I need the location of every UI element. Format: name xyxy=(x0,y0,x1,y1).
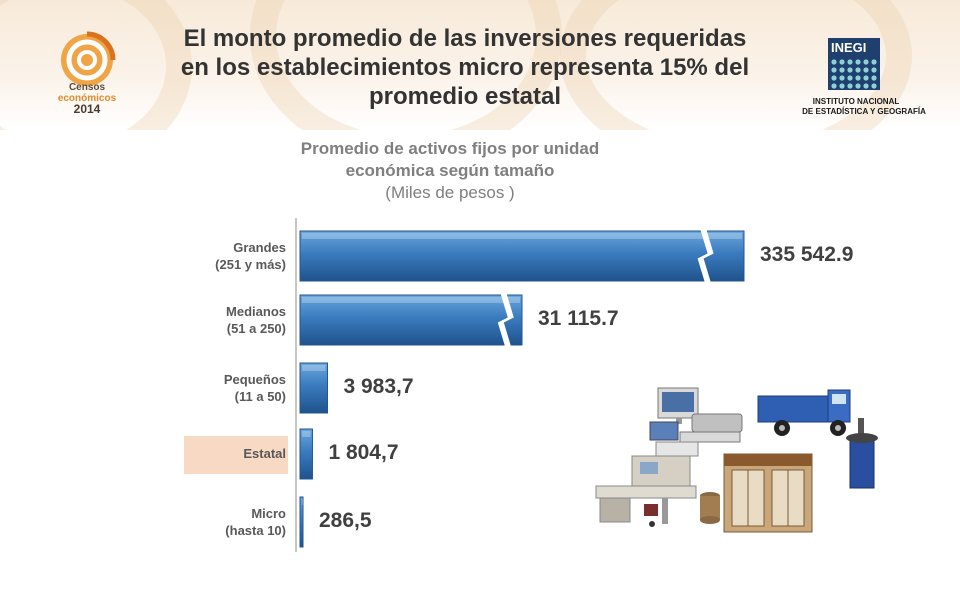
censos-economicos-logo xyxy=(61,31,116,86)
bar-highlight xyxy=(302,365,326,371)
office-equipment-icon xyxy=(649,387,743,457)
storefront-icon xyxy=(723,453,813,533)
bar-micro xyxy=(299,496,304,548)
bars-group xyxy=(299,227,745,548)
headline-line2: en los establecimientos micro representa… xyxy=(180,54,750,81)
category-label-line1: Medianos xyxy=(226,304,286,319)
category-label-medianos: Medianos (51 a 250) xyxy=(180,303,286,337)
censos-logo-line1: Censos xyxy=(68,82,106,93)
bar-highlight xyxy=(302,499,303,505)
inegi-logo: INEGI INSTITUTO NACIONAL DE ESTADÍSTICA … xyxy=(802,38,926,116)
office-desk-icon xyxy=(595,455,697,527)
value-label-pequeños: 3 983,7 xyxy=(343,375,414,398)
category-label-line2: (11 a 50) xyxy=(234,389,286,404)
inegi-line2: DE ESTADÍSTICA Y GEOGRAFÍA xyxy=(802,107,926,116)
page-headline: El monto promedio de las inversiones req… xyxy=(140,24,790,111)
bar-grandes xyxy=(299,230,745,282)
chart-title-line2: económica según tamaño xyxy=(345,161,555,180)
category-label-line2: (251 y más) xyxy=(215,257,286,272)
bar-highlight xyxy=(302,297,520,303)
censos-logo-year: 2014 xyxy=(73,102,101,116)
headline-line3: promedio estatal xyxy=(368,83,562,110)
value-label-micro: 286,5 xyxy=(319,509,372,532)
bar-highlight xyxy=(302,233,742,239)
category-label-line1: Micro xyxy=(251,506,286,521)
category-label-line2: (51 a 250) xyxy=(226,321,286,336)
category-label-line2: (hasta 10) xyxy=(225,523,286,538)
category-label-micro: Micro (hasta 10) xyxy=(180,505,286,539)
headline-line1: El monto promedio de las inversiones req… xyxy=(183,25,747,52)
estatal-highlight-band xyxy=(184,436,288,474)
barrel-icon xyxy=(700,492,720,524)
inegi-line1: INSTITUTO NACIONAL xyxy=(813,97,900,106)
inegi-mark: INEGI xyxy=(831,40,866,55)
truck-icon xyxy=(757,389,851,436)
censos-logo-text: Censos económicos 2014 xyxy=(44,82,130,115)
category-label-line1: Grandes xyxy=(233,240,286,255)
bar-pequeños xyxy=(299,362,328,414)
tire-changer-icon xyxy=(846,418,878,489)
category-label-grandes: Grandes (251 y más) xyxy=(180,239,286,273)
bar-highlight xyxy=(302,431,311,437)
chart-title: Promedio de activos fijos por unidad eco… xyxy=(240,138,660,182)
business-assets-illustration xyxy=(595,387,878,533)
category-label-line1: Estatal xyxy=(243,446,286,461)
value-label-estatal: 1 804,7 xyxy=(328,441,399,464)
axis-break-mark xyxy=(497,291,514,349)
bar-estatal xyxy=(299,428,313,480)
chart-title-line1: Promedio de activos fijos por unidad xyxy=(300,139,600,158)
bar-medianos xyxy=(299,294,523,346)
value-label-grandes: 335 542.9 xyxy=(760,243,854,266)
category-label-line1: Pequeños xyxy=(223,372,286,387)
axis-break-mark xyxy=(697,227,714,285)
header-band xyxy=(0,0,960,130)
value-label-medianos: 31 115.7 xyxy=(538,307,619,330)
chart-subtitle: (Miles de pesos ) xyxy=(385,183,515,202)
category-label-pequeños: Pequeños (11 a 50) xyxy=(180,371,286,405)
censos-logo-line2: económicos xyxy=(57,93,117,104)
category-label-estatal: Estatal xyxy=(180,445,286,462)
